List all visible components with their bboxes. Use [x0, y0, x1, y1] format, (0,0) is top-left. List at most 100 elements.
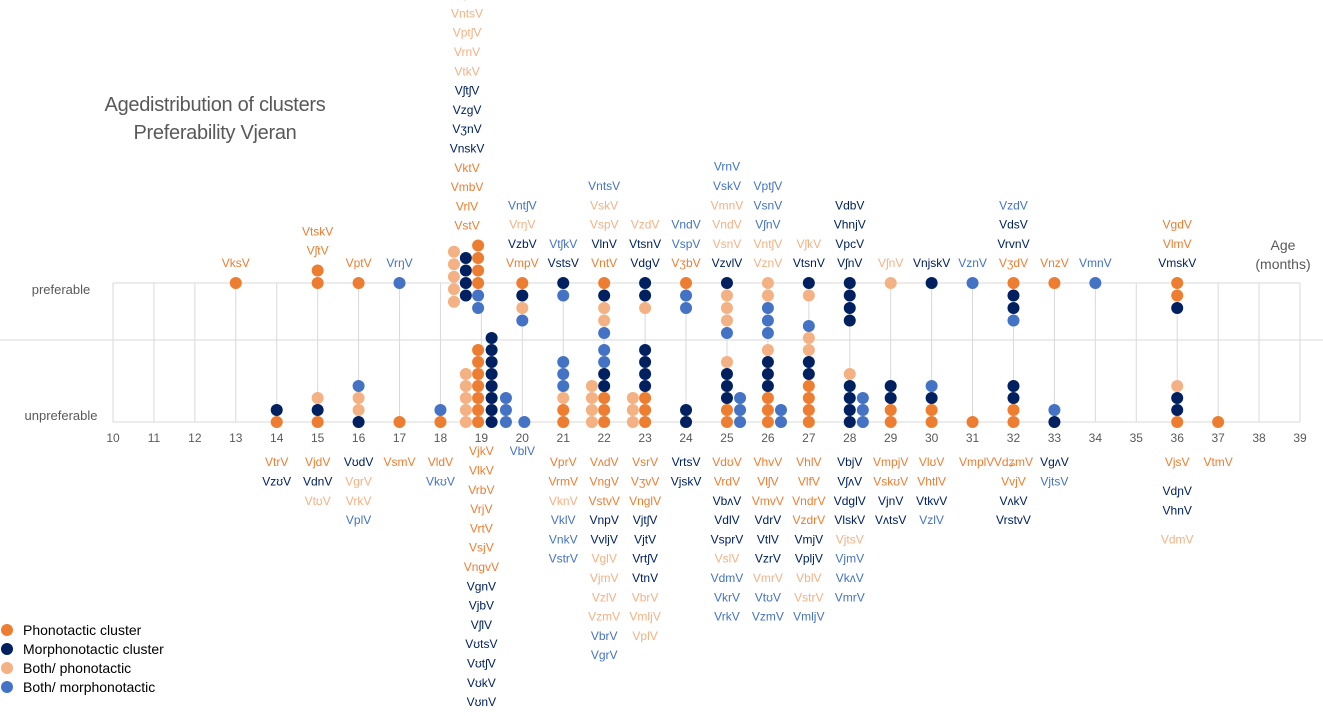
- data-point-preferable: [1171, 277, 1184, 289]
- data-point-unpreferable: [472, 392, 485, 404]
- data-point-unpreferable: [843, 368, 856, 380]
- cluster-label: VtkvV: [916, 494, 947, 508]
- data-point-unpreferable: [270, 416, 283, 428]
- cluster-label: VjskV: [671, 474, 702, 488]
- cluster-label: VntsV: [588, 179, 620, 193]
- cluster-label: VʊtʃV: [467, 656, 496, 670]
- data-point-preferable: [459, 264, 472, 277]
- cluster-label: VnskV: [450, 141, 485, 155]
- cluster-label: VrvnV: [997, 237, 1029, 251]
- data-point-preferable: [447, 245, 460, 258]
- data-point-preferable: [761, 277, 774, 289]
- data-point-unpreferable: [925, 416, 938, 428]
- legend-dot-icon: [1, 680, 13, 693]
- data-point-unpreferable: [352, 380, 365, 392]
- cluster-label: VzmV: [752, 610, 784, 624]
- data-point-unpreferable: [720, 368, 733, 380]
- cluster-label: VʃtV: [307, 244, 329, 258]
- legend-label: Phonotactic cluster: [23, 621, 142, 638]
- data-point-unpreferable: [557, 368, 570, 380]
- cluster-label: VdmV: [711, 571, 744, 585]
- cluster-label: VsmV: [384, 455, 416, 469]
- y-label-unpreferable: unpreferable: [25, 408, 98, 423]
- data-point-unpreferable: [802, 332, 815, 344]
- data-point-unpreferable: [459, 416, 472, 428]
- cluster-label: VjbV: [469, 599, 494, 613]
- x-tick-label: 38: [1252, 431, 1266, 445]
- cluster-label: VrnV: [714, 160, 740, 174]
- legend-dot-icon: [1, 623, 13, 636]
- cluster-label: VptʃV: [754, 179, 783, 193]
- cluster-label: VʊtsV: [465, 637, 497, 651]
- data-point-preferable: [598, 314, 611, 327]
- cluster-label: VdnV: [303, 474, 332, 488]
- data-point-unpreferable: [925, 392, 938, 404]
- cluster-label: VzgV: [453, 103, 482, 117]
- data-point-unpreferable: [352, 392, 365, 404]
- cluster-label: VʃlV: [471, 618, 492, 632]
- data-point-unpreferable: [843, 404, 856, 416]
- data-point-unpreferable: [639, 380, 652, 392]
- data-point-unpreferable: [639, 392, 652, 404]
- data-point-unpreferable: [720, 380, 733, 392]
- data-point-preferable: [761, 289, 774, 302]
- cluster-label: VmpjV: [873, 455, 908, 469]
- data-point-unpreferable: [680, 416, 693, 428]
- data-point-unpreferable: [485, 404, 498, 416]
- legend-label: Both/ phonotactic: [23, 659, 132, 676]
- data-point-preferable: [516, 289, 529, 302]
- data-point-preferable: [802, 289, 815, 302]
- data-point-unpreferable: [352, 404, 365, 416]
- cluster-label: VknV: [549, 494, 578, 508]
- data-point-unpreferable: [459, 368, 472, 380]
- cluster-label: VmrV: [753, 571, 783, 585]
- data-point-preferable: [459, 277, 472, 289]
- data-point-unpreferable: [598, 344, 611, 356]
- cluster-label: VkrV: [714, 590, 740, 604]
- data-point-preferable: [516, 314, 529, 327]
- cluster-label: VznV: [754, 256, 783, 270]
- data-point-preferable: [1007, 289, 1020, 302]
- cluster-label: VʌdV: [590, 455, 619, 469]
- cluster-label: VʃnV: [837, 256, 862, 270]
- data-point-unpreferable: [639, 416, 652, 428]
- cluster-label: VglV: [591, 552, 616, 566]
- x-tick-label: 13: [229, 431, 243, 445]
- data-point-preferable: [1007, 302, 1020, 314]
- cluster-label: VlʃV: [757, 474, 778, 488]
- data-point-unpreferable: [802, 416, 815, 428]
- cluster-label: VmplV: [959, 455, 994, 469]
- data-point-preferable: [639, 289, 652, 302]
- data-point-unpreferable: [843, 392, 856, 404]
- cluster-label: VsrV: [632, 455, 658, 469]
- cluster-label: VtrV: [265, 455, 288, 469]
- data-point-unpreferable: [925, 380, 938, 392]
- cluster-label: VktV: [454, 161, 479, 175]
- cluster-label: VʒdV: [999, 256, 1028, 270]
- cluster-label: VjtʃV: [633, 513, 658, 527]
- data-point-unpreferable: [472, 356, 485, 368]
- data-point-unpreferable: [761, 380, 774, 392]
- cluster-label: VkʌV: [836, 571, 864, 585]
- cluster-label: VnkV: [549, 532, 578, 546]
- x-tick-label: 26: [761, 431, 775, 445]
- data-point-preferable: [472, 289, 485, 302]
- x-tick-label: 30: [925, 431, 939, 445]
- cluster-label: VntʃV: [754, 237, 783, 251]
- cluster-label: VnzV: [1040, 256, 1069, 270]
- legend-item-morphonotactic: Morphonotactic cluster: [0, 639, 164, 658]
- cluster-label: VbjV: [837, 455, 862, 469]
- cluster-label: VjmV: [590, 571, 619, 585]
- x-tick-label: 23: [638, 431, 652, 445]
- cluster-label: VdlV: [714, 513, 739, 527]
- cluster-label: VksV: [222, 256, 250, 270]
- data-point-preferable: [557, 277, 570, 289]
- cluster-label: VskʊV: [873, 474, 908, 488]
- data-point-unpreferable: [639, 356, 652, 368]
- data-point-unpreferable: [585, 404, 598, 416]
- data-point-unpreferable: [270, 404, 283, 416]
- data-point-preferable: [720, 302, 733, 314]
- cluster-label: VhvV: [754, 455, 783, 469]
- x-tick-label: 25: [720, 431, 734, 445]
- data-point-preferable: [843, 277, 856, 289]
